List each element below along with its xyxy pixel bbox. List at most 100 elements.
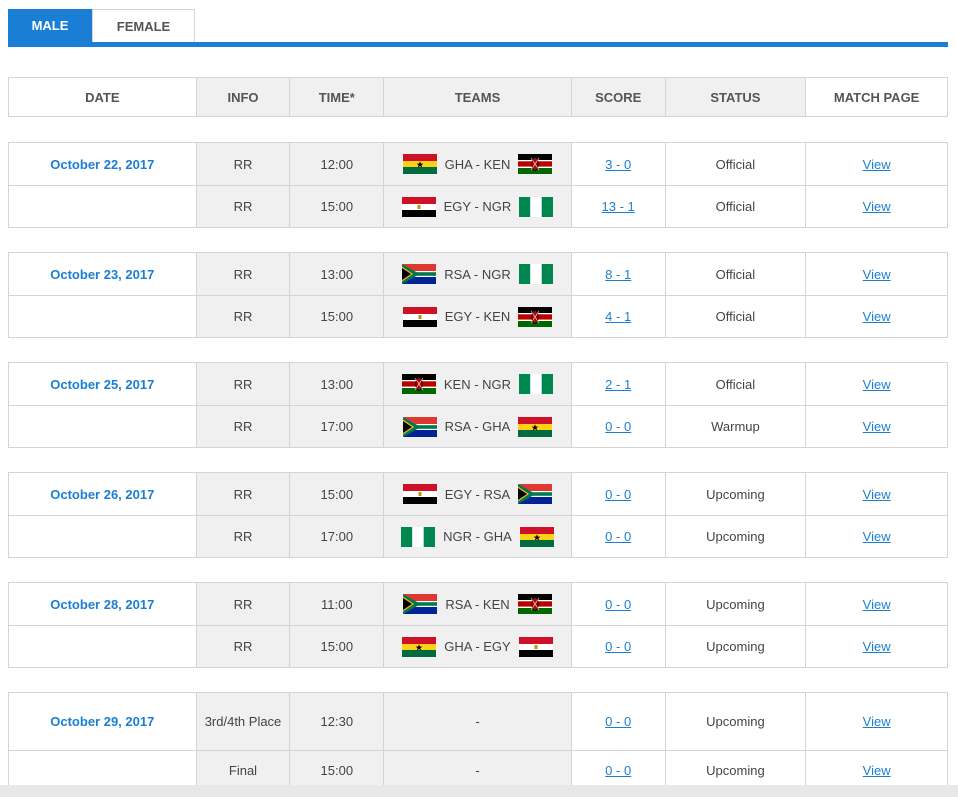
flag-gha-icon	[518, 416, 553, 437]
flag-ken-icon	[401, 374, 436, 394]
col-header-time[interactable]: TIME*	[290, 78, 385, 116]
status-cell: Official	[665, 363, 807, 405]
flag-rsa-icon	[403, 594, 438, 614]
col-header-teams[interactable]: TEAMS	[384, 78, 572, 116]
table-row: RR 17:00 NGR - GHA 0 - 0 Upcoming View	[9, 515, 947, 557]
flag-ngr-icon	[519, 374, 554, 394]
score-link[interactable]: 0 - 0	[605, 714, 632, 729]
score-link[interactable]: 0 - 0	[605, 639, 632, 654]
view-match-link[interactable]: View	[862, 419, 891, 434]
score-cell: 0 - 0	[571, 626, 666, 667]
col-header-date[interactable]: DATE	[9, 78, 197, 116]
match-day-group: October 25, 2017 RR 13:00 KEN - NGR 2 - 1 Off…	[8, 362, 948, 448]
score-link[interactable]: 0 - 0	[605, 763, 632, 778]
view-match-link[interactable]: View	[862, 156, 891, 172]
teams-matchup: GHA - KEN	[402, 154, 553, 174]
score-cell: 0 - 0	[571, 693, 666, 750]
info-cell: RR	[196, 406, 291, 447]
score-link[interactable]: 0 - 0	[605, 529, 632, 544]
flag-ngr-icon	[519, 196, 554, 217]
table-row: Final 15:00 - 0 - 0 Upcoming View	[9, 750, 947, 790]
score-link[interactable]: 4 - 1	[605, 309, 632, 324]
status-cell: Official	[665, 143, 807, 185]
info-cell: RR	[196, 143, 291, 185]
score-link[interactable]: 3 - 0	[605, 156, 632, 172]
time-cell: 15:00	[290, 751, 385, 790]
score-link[interactable]: 13 - 1	[601, 199, 635, 214]
teams-matchup: RSA - NGR	[402, 264, 553, 284]
teams-label: RSA - KEN	[445, 596, 510, 612]
match-page-cell: View	[806, 406, 947, 447]
table-row: October 28, 2017 RR 11:00 RSA - KEN 0 - 0 Upc…	[9, 583, 947, 625]
date-cell	[9, 296, 197, 337]
status-cell: Upcoming	[665, 751, 807, 790]
teams-cell: KEN - NGR	[384, 363, 572, 405]
time-cell: 12:30	[290, 693, 385, 750]
teams-matchup: EGY - NGR	[401, 196, 554, 217]
status-cell: Upcoming	[665, 473, 807, 515]
table-row: RR 17:00 RSA - GHA 0 - 0 Warmup View	[9, 405, 947, 447]
col-header-score[interactable]: SCORE	[571, 78, 666, 116]
teams-cell: EGY - RSA	[384, 473, 572, 515]
view-match-link[interactable]: View	[862, 763, 891, 778]
match-page-cell: View	[806, 751, 947, 790]
score-link[interactable]: 0 - 0	[605, 596, 632, 612]
date-cell: October 25, 2017	[9, 363, 197, 405]
time-cell: 17:00	[290, 516, 385, 557]
score-cell: 0 - 0	[571, 406, 666, 447]
teams-label: KEN - NGR	[443, 376, 512, 392]
match-day-group: October 26, 2017 RR 15:00 EGY - RSA 0 - 0 Upc…	[8, 472, 948, 558]
col-header-status[interactable]: STATUS	[665, 78, 807, 116]
tab-female[interactable]: FEMALE	[92, 9, 195, 42]
match-date: October 25, 2017	[50, 376, 155, 392]
col-header-match-page[interactable]: MATCH PAGE	[806, 78, 947, 116]
view-match-link[interactable]: View	[862, 529, 891, 544]
score-cell: 0 - 0	[571, 583, 666, 625]
date-cell	[9, 516, 197, 557]
match-date: October 29, 2017	[50, 714, 155, 729]
teams-cell: NGR - GHA	[384, 516, 572, 557]
score-cell: 0 - 0	[571, 751, 666, 790]
teams-cell: -	[384, 693, 572, 750]
horizontal-scrollbar[interactable]	[0, 785, 958, 797]
flag-ken-icon	[518, 306, 553, 327]
tab-male[interactable]: MALE	[8, 9, 92, 42]
info-cell: RR	[196, 516, 291, 557]
view-match-link[interactable]: View	[862, 714, 891, 729]
view-match-link[interactable]: View	[862, 486, 891, 502]
view-match-link[interactable]: View	[862, 596, 891, 612]
score-link[interactable]: 0 - 0	[605, 419, 632, 434]
view-match-link[interactable]: View	[862, 639, 891, 654]
flag-gha-icon	[402, 154, 437, 174]
match-date: October 22, 2017	[50, 156, 155, 172]
teams-cell: GHA - KEN	[384, 143, 572, 185]
view-match-link[interactable]: View	[862, 309, 891, 324]
info-cell: 3rd/4th Place	[196, 693, 291, 750]
info-cell: RR	[196, 186, 291, 227]
score-cell: 13 - 1	[571, 186, 666, 227]
view-match-link[interactable]: View	[862, 199, 891, 214]
info-cell: RR	[196, 253, 291, 295]
match-page-cell: View	[806, 516, 947, 557]
score-cell: 0 - 0	[571, 473, 666, 515]
score-link[interactable]: 0 - 0	[605, 486, 632, 502]
col-header-info[interactable]: INFO	[196, 78, 291, 116]
teams-cell: RSA - NGR	[384, 253, 572, 295]
status-cell: Upcoming	[665, 693, 807, 750]
table-row: October 29, 2017 3rd/4th Place 12:30 - 0 - 0…	[9, 693, 947, 750]
teams-cell: GHA - EGY	[384, 626, 572, 667]
view-match-link[interactable]: View	[862, 266, 891, 282]
flag-egy-icon	[518, 636, 553, 657]
flag-rsa-icon	[402, 264, 437, 284]
match-page-cell: View	[806, 583, 947, 625]
teams-label: -	[475, 714, 480, 729]
score-link[interactable]: 2 - 1	[605, 376, 632, 392]
flag-ken-icon	[518, 154, 553, 174]
info-cell: RR	[196, 473, 291, 515]
teams-cell: EGY - KEN	[384, 296, 572, 337]
status-cell: Warmup	[665, 406, 807, 447]
view-match-link[interactable]: View	[862, 376, 891, 392]
score-link[interactable]: 8 - 1	[605, 266, 632, 282]
teams-label: RSA - GHA	[444, 419, 511, 434]
teams-label: GHA - EGY	[444, 639, 511, 654]
